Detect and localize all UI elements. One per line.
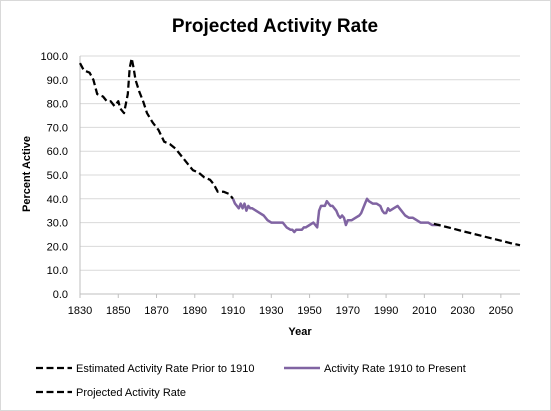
y-tick-label: 80.0 <box>47 99 68 111</box>
legend-entry: Projected Activity Rate <box>76 387 186 399</box>
y-tick-label: 90.0 <box>47 75 68 87</box>
x-tick-labels: 1830 1850 1870 1890 1910 1930 1950 1970 1990 2010… <box>68 305 513 317</box>
y-tick-label: 20.0 <box>47 241 68 253</box>
legend-entry: Activity Rate 1910 to Present <box>324 363 466 375</box>
gridlines <box>80 55 520 271</box>
y-tick-label: 100.0 <box>40 51 68 63</box>
y-tick-label: 70.0 <box>47 122 68 134</box>
chart-title: Projected Activity Rate <box>172 16 378 37</box>
x-tick-label: 1990 <box>374 305 398 317</box>
y-tick-label: 30.0 <box>47 218 68 230</box>
x-tick-label: 2050 <box>489 305 513 317</box>
y-tick-label: 60.0 <box>47 146 68 158</box>
y-tick-label: 10.0 <box>47 265 68 277</box>
x-tick-label: 1830 <box>68 305 92 317</box>
x-tick-label: 1870 <box>144 305 168 317</box>
x-tick-label: 1970 <box>336 305 360 317</box>
series-line-2 <box>231 197 440 234</box>
x-tick-label: 1890 <box>183 305 207 317</box>
y-tick-label: 0.0 <box>53 289 68 301</box>
y-axis-label: Percent Active <box>21 136 33 212</box>
x-tick-label: 1910 <box>221 305 245 317</box>
x-tick-label: 1950 <box>297 305 321 317</box>
series-line-3 <box>433 222 521 247</box>
y-tick-labels: 0.0 10.0 20.0 30.0 40.0 50.0 60.0 70.0 80.0 90.0 1… <box>40 51 68 301</box>
x-axis-label: Year <box>288 326 312 338</box>
y-tick-label: 40.0 <box>47 194 68 206</box>
x-tick-label: 2010 <box>412 305 436 317</box>
y-tick-label: 50.0 <box>47 170 68 182</box>
legend-entry: Estimated Activity Rate Prior to 1910 <box>76 363 255 375</box>
x-tick-label: 2030 <box>450 305 474 317</box>
series-lines <box>79 57 521 247</box>
series-line-1 <box>79 57 234 200</box>
x-tick-label: 1930 <box>259 305 283 317</box>
legend: Estimated Activity Rate Prior to 1910 Act… <box>36 363 466 399</box>
axes <box>79 56 520 298</box>
x-tick-label: 1850 <box>106 305 130 317</box>
